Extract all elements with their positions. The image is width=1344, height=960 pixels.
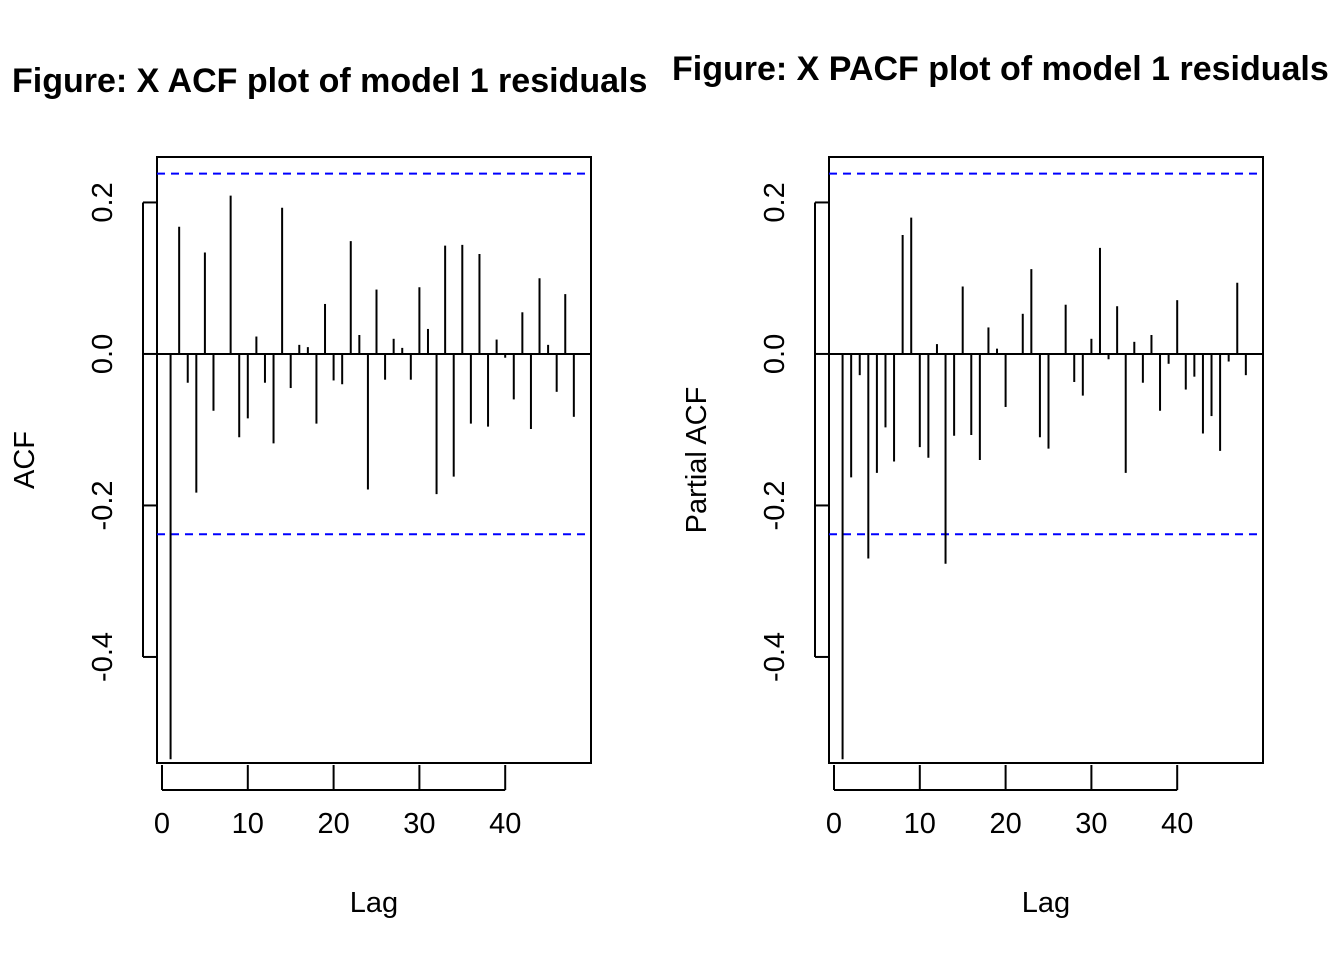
pacf-chart-title: Figure: X PACF plot of model 1 residuals xyxy=(672,50,1329,88)
acf-y-tick-label-2: 0.0 xyxy=(87,334,119,374)
pacf-x-tick-label-30: 30 xyxy=(1075,808,1107,840)
pacf-panel: Figure: X PACF plot of model 1 residuals… xyxy=(672,50,1329,919)
pacf-x-tick-label-0: 0 xyxy=(826,808,842,840)
pacf-x-tick-label-10: 10 xyxy=(904,808,936,840)
acf-y-axis-label: ACF xyxy=(9,431,41,489)
acf-x-tick-label-0: 0 xyxy=(154,808,170,840)
acf-y-tick-label-0: -0.4 xyxy=(87,632,119,682)
acf-x-tick-label-40: 40 xyxy=(489,808,521,840)
acf-chart-title: Figure: X ACF plot of model 1 residuals xyxy=(12,62,647,100)
acf-x-axis-label: Lag xyxy=(350,887,398,919)
pacf-y-tick-label-2: 0.0 xyxy=(759,334,791,374)
pacf-plot-frame xyxy=(828,156,1264,764)
pacf-y-axis-label: Partial ACF xyxy=(681,387,713,534)
pacf-y-tick-label-1: -0.2 xyxy=(759,480,791,530)
acf-y-tick-label-3: 0.2 xyxy=(87,182,119,222)
acf-plot-frame xyxy=(156,156,592,764)
acf-x-tick-label-20: 20 xyxy=(317,808,349,840)
pacf-x-axis-label: Lag xyxy=(1022,887,1070,919)
acf-y-tick-label-1: -0.2 xyxy=(87,480,119,530)
acf-x-tick-label-30: 30 xyxy=(403,808,435,840)
pacf-y-tick-label-3: 0.2 xyxy=(759,182,791,222)
acf-x-tick-label-10: 10 xyxy=(232,808,264,840)
pacf-x-tick-label-20: 20 xyxy=(989,808,1021,840)
pacf-x-tick-label-40: 40 xyxy=(1161,808,1193,840)
acf-panel: Figure: X ACF plot of model 1 residuals … xyxy=(9,62,647,919)
pacf-y-tick-label-0: -0.4 xyxy=(759,632,791,682)
